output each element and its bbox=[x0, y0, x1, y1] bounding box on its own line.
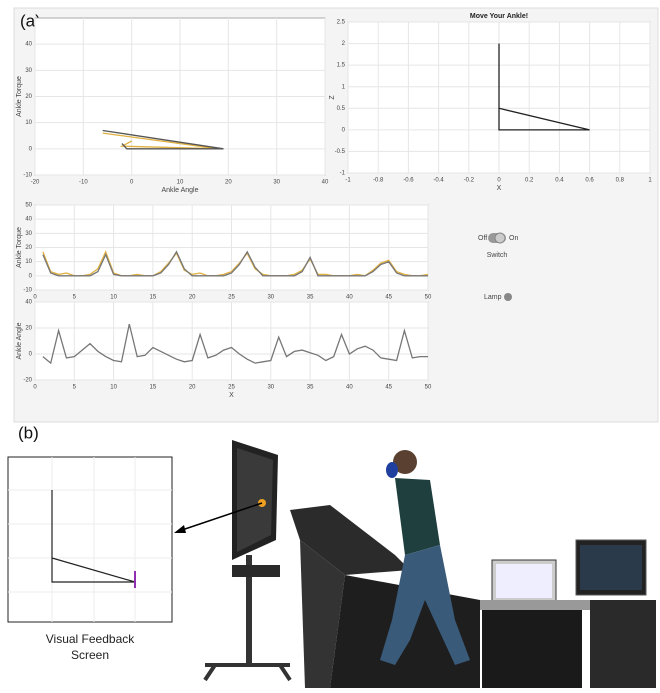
x-tick-label: 20 bbox=[225, 180, 232, 186]
arrow-head bbox=[174, 525, 186, 533]
switch-knob[interactable] bbox=[495, 233, 505, 243]
x-tick-label: 0.4 bbox=[555, 178, 564, 184]
y-tick-label: 10 bbox=[25, 120, 32, 126]
x-tick-label: 35 bbox=[307, 385, 314, 391]
y-tick-label: 40 bbox=[25, 217, 32, 223]
chart-title: Move Your Ankle! bbox=[470, 13, 528, 20]
y-tick-label: 20 bbox=[25, 94, 32, 100]
x-tick-label: 25 bbox=[228, 295, 235, 301]
y-tick-label: 50 bbox=[25, 203, 32, 209]
y-axis-label: Ankle Torque bbox=[16, 227, 23, 268]
caption: Visual Feedback bbox=[46, 632, 136, 646]
y-tick-label: 20 bbox=[25, 326, 32, 332]
x-axis-label: X bbox=[229, 392, 234, 399]
x-axis-label: Ankle Angle bbox=[162, 187, 199, 194]
x-tick-label: -20 bbox=[31, 180, 40, 186]
caption: Screen bbox=[71, 648, 109, 662]
x-tick-label: 50 bbox=[425, 385, 432, 391]
x-tick-label: 15 bbox=[150, 295, 157, 301]
panel-label: (b) bbox=[18, 423, 39, 442]
y-tick-label: 0.5 bbox=[337, 106, 346, 112]
y-tick-label: 40 bbox=[25, 42, 32, 48]
x-tick-label: 10 bbox=[110, 385, 117, 391]
switch-on-label: On bbox=[509, 235, 518, 242]
y-tick-label: 2.5 bbox=[337, 20, 346, 26]
y-tick-label: -20 bbox=[23, 378, 32, 384]
x-tick-label: -0.4 bbox=[433, 178, 444, 184]
y-tick-label: -0.5 bbox=[335, 149, 346, 155]
x-tick-label: 20 bbox=[189, 295, 196, 301]
x-tick-label: 50 bbox=[425, 295, 432, 301]
y-tick-label: 20 bbox=[25, 245, 32, 251]
x-tick-label: 0.2 bbox=[525, 178, 534, 184]
x-tick-label: 40 bbox=[346, 385, 353, 391]
y-tick-label: -1 bbox=[340, 171, 346, 177]
x-tick-label: -10 bbox=[79, 180, 88, 186]
x-tick-label: 25 bbox=[228, 385, 235, 391]
y-tick-label: 40 bbox=[25, 300, 32, 306]
switch-label: Switch bbox=[487, 252, 508, 259]
y-tick-label: -10 bbox=[23, 173, 32, 179]
x-tick-label: 20 bbox=[189, 385, 196, 391]
x-tick-label: 15 bbox=[150, 385, 157, 391]
y-tick-label: 1.5 bbox=[337, 63, 346, 69]
x-tick-label: 10 bbox=[177, 180, 184, 186]
x-tick-label: 30 bbox=[267, 385, 274, 391]
switch-off-label: Off bbox=[478, 235, 487, 242]
photo bbox=[205, 440, 656, 688]
x-axis-label: X bbox=[497, 185, 502, 192]
x-tick-label: 0.6 bbox=[585, 178, 594, 184]
lamp-label: Lamp bbox=[484, 294, 502, 301]
x-tick-label: 45 bbox=[385, 295, 392, 301]
x-tick-label: 40 bbox=[346, 295, 353, 301]
y-tick-label: -10 bbox=[23, 288, 32, 294]
x-tick-label: 30 bbox=[267, 295, 274, 301]
page: (a) (b) Off On Switch Lamp Visual Feedba… bbox=[0, 0, 660, 688]
y-axis-label: Ankle Torque bbox=[16, 76, 23, 117]
y-tick-label: 30 bbox=[25, 231, 32, 237]
x-tick-label: -0.2 bbox=[464, 178, 475, 184]
y-axis-label: Ankle Angle bbox=[16, 322, 23, 359]
y-tick-label: 10 bbox=[25, 259, 32, 265]
x-tick-label: -0.6 bbox=[403, 178, 414, 184]
x-tick-label: -0.8 bbox=[373, 178, 384, 184]
x-tick-label: 45 bbox=[385, 385, 392, 391]
x-tick-label: 10 bbox=[110, 295, 117, 301]
inset-screen bbox=[8, 457, 172, 622]
y-tick-label: 30 bbox=[25, 68, 32, 74]
x-tick-label: 35 bbox=[307, 295, 314, 301]
x-tick-label: -1 bbox=[345, 178, 351, 184]
x-tick-label: 0.8 bbox=[616, 178, 625, 184]
lamp bbox=[504, 293, 512, 301]
y-axis-label: Z bbox=[329, 95, 336, 100]
x-tick-label: 30 bbox=[273, 180, 280, 186]
x-tick-label: 40 bbox=[322, 180, 329, 186]
